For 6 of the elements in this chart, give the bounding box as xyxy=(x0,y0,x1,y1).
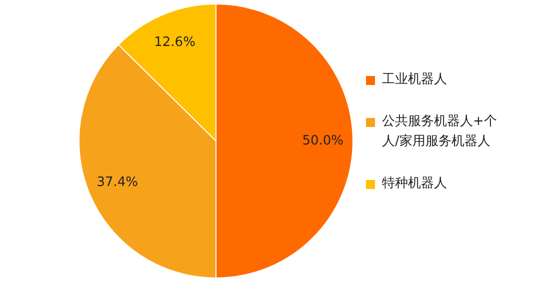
legend-label: 公共服务机器人+个人/家用服务机器人 xyxy=(382,113,498,151)
data-label: 37.4% xyxy=(96,174,138,190)
legend-label: 特种机器人 xyxy=(382,175,447,193)
legend-label: 工业机器人 xyxy=(382,71,447,89)
data-label: 12.6% xyxy=(154,34,196,50)
data-label: 50.0% xyxy=(302,134,344,149)
